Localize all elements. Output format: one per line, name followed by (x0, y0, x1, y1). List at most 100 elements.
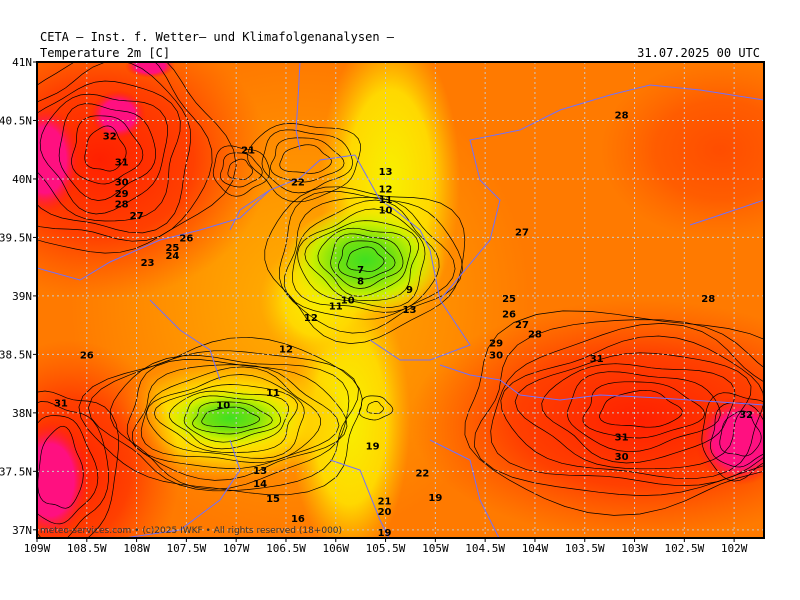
lat-tick-label: 40N (12, 173, 32, 186)
isotherm (78, 336, 363, 496)
state-borders (37, 62, 764, 538)
parameter-label: Temperature 2m [C] (40, 46, 171, 60)
border-line (369, 299, 471, 361)
isotherm (84, 125, 127, 172)
isotherm (37, 390, 119, 538)
lat-tick-label: 37.5N (0, 465, 32, 478)
contour-label: 7 (357, 265, 364, 276)
lon-tick-label: 107.5W (167, 542, 207, 555)
contour-label: 26 (502, 309, 516, 320)
isotherm (346, 246, 385, 272)
border-line (329, 459, 390, 538)
lon-tick-label: 103W (621, 542, 648, 555)
contour-label: 22 (291, 177, 305, 188)
lon-tick-label: 104.5W (465, 542, 505, 555)
isotherm (88, 350, 359, 492)
contour-label: 31 (54, 398, 68, 409)
isotherm (270, 137, 345, 183)
isotherm (279, 144, 332, 174)
isotherm (330, 233, 404, 289)
contour-label: 21 (378, 497, 392, 508)
isotherm (599, 389, 683, 428)
isotherm (168, 390, 289, 450)
isotherm (701, 392, 764, 482)
contour-label: 15 (266, 494, 280, 505)
isotherm-lines (37, 62, 764, 538)
lon-tick-label: 106.5W (266, 542, 306, 555)
contour-label: 32 (103, 132, 117, 143)
lon-tick-label: 105.5W (366, 542, 406, 555)
contour-label: 25 (502, 294, 516, 305)
isotherm (297, 208, 426, 308)
isotherm (126, 359, 348, 481)
contour-label: 30 (489, 350, 503, 361)
border-line (519, 394, 764, 406)
isotherm (227, 158, 254, 180)
isotherm (201, 406, 261, 428)
contour-label: 28 (701, 294, 715, 305)
border-line (37, 154, 356, 281)
contour-label: 28 (115, 200, 129, 211)
contour-label: 13 (403, 305, 417, 316)
contour-label: 27 (515, 320, 529, 331)
lon-tick-label: 109W (24, 542, 51, 555)
contour-label: 10 (341, 295, 355, 306)
border-line (120, 439, 241, 538)
contour-label: 31 (115, 157, 129, 168)
lon-tick-label: 108.5W (67, 542, 107, 555)
isotherm (39, 93, 168, 215)
isotherm (514, 352, 752, 470)
isotherm (58, 103, 157, 201)
contour-label: 29 (489, 339, 503, 350)
contour-label: 10 (379, 205, 393, 216)
isotherm (278, 190, 463, 334)
valid-time-label: 31.07.2025 00 UTC (637, 46, 760, 60)
lon-tick-label: 102W (721, 542, 748, 555)
isotherm (131, 364, 340, 469)
plot-frame (36, 61, 765, 539)
isotherm (37, 425, 84, 509)
isotherm (192, 401, 273, 435)
isotherm (473, 319, 764, 496)
contour-label: 20 (378, 507, 392, 518)
contour-labels: 3231302928272625242321221312111078910111… (54, 111, 753, 540)
contour-label: 19 (366, 442, 380, 453)
contour-label: 11 (329, 301, 343, 312)
lon-tick-label: 105W (422, 542, 449, 555)
institute-title: CETA — Inst. f. Wetter— und Klimafolgena… (40, 30, 395, 44)
contour-label: 26 (179, 233, 193, 244)
isotherm (464, 310, 764, 516)
contour-label: 28 (528, 329, 542, 340)
isotherm (37, 80, 181, 222)
contour-label: 27 (515, 228, 529, 239)
contour-label: 28 (615, 111, 629, 122)
border-line (149, 299, 221, 381)
isotherm (37, 62, 192, 234)
isotherm (500, 335, 764, 480)
isotherm (110, 355, 350, 490)
contour-label: 16 (291, 514, 305, 525)
lat-tick-label: 38.5N (0, 348, 32, 361)
lon-tick-label: 107W (223, 542, 250, 555)
contour-label: 14 (253, 479, 267, 490)
contour-label: 31 (590, 354, 604, 365)
isotherm (541, 363, 736, 464)
contour-label: 30 (115, 177, 129, 188)
border-line (439, 84, 764, 301)
contour-label: 32 (739, 410, 753, 421)
lon-tick-label: 104W (522, 542, 549, 555)
contour-label: 30 (615, 452, 629, 463)
border-line (229, 189, 271, 231)
lat-tick-label: 38N (12, 407, 32, 420)
isotherm (183, 395, 282, 443)
border-line (429, 439, 500, 538)
contour-label: 8 (357, 277, 364, 288)
contour-label: 31 (615, 432, 629, 443)
lon-tick-label: 106W (323, 542, 350, 555)
axis-ticks: 41N 40.5N 40N 39.5N 39N 38.5N 38N 37.5N 37N 109W 1… (0, 56, 748, 555)
isotherm (304, 220, 419, 301)
isotherm (338, 240, 396, 280)
isotherm (261, 129, 353, 194)
isotherm (710, 402, 764, 468)
lat-tick-label: 37N (12, 524, 32, 537)
